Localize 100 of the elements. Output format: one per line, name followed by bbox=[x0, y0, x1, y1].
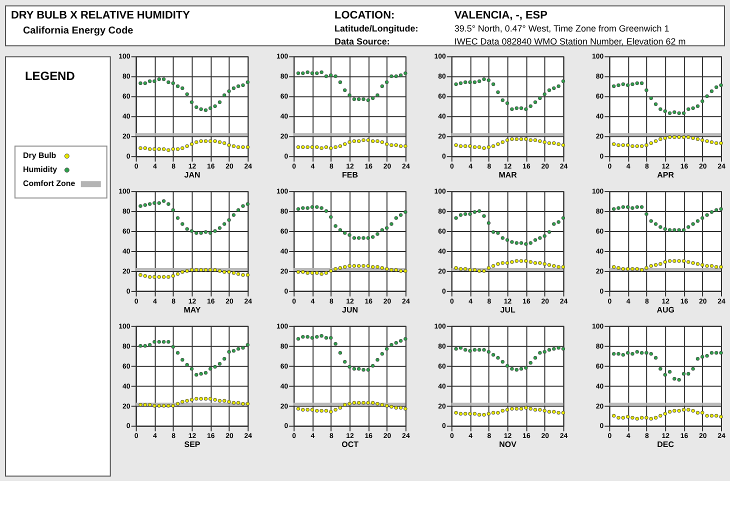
point bbox=[232, 348, 236, 353]
point bbox=[514, 406, 519, 411]
point bbox=[482, 269, 486, 273]
point bbox=[691, 136, 695, 140]
point bbox=[370, 265, 375, 269]
point bbox=[468, 212, 472, 216]
point bbox=[533, 408, 538, 412]
point bbox=[486, 266, 491, 270]
point bbox=[222, 356, 226, 361]
point bbox=[194, 372, 198, 377]
point bbox=[138, 344, 142, 348]
point bbox=[296, 145, 300, 150]
point bbox=[246, 145, 250, 150]
x-axis-title: AUG bbox=[656, 305, 674, 314]
point bbox=[232, 271, 236, 275]
point bbox=[338, 144, 342, 148]
point bbox=[468, 80, 472, 84]
point bbox=[528, 104, 533, 108]
point bbox=[486, 350, 491, 354]
point bbox=[380, 140, 384, 144]
point bbox=[222, 141, 226, 146]
point bbox=[556, 410, 560, 415]
point bbox=[180, 400, 184, 404]
point bbox=[232, 400, 236, 405]
point bbox=[306, 271, 310, 275]
point bbox=[663, 412, 667, 416]
point bbox=[348, 233, 352, 237]
point bbox=[185, 269, 189, 273]
point bbox=[176, 84, 180, 88]
point bbox=[528, 360, 533, 365]
point bbox=[190, 229, 194, 233]
point bbox=[394, 216, 398, 220]
point bbox=[626, 205, 630, 209]
point bbox=[320, 70, 324, 74]
point bbox=[691, 222, 695, 226]
point bbox=[663, 109, 667, 114]
point bbox=[663, 260, 667, 264]
point bbox=[213, 229, 217, 233]
point bbox=[190, 366, 194, 371]
point bbox=[176, 216, 180, 220]
point bbox=[547, 230, 552, 234]
point bbox=[644, 88, 648, 92]
point bbox=[491, 264, 496, 268]
point bbox=[380, 84, 384, 88]
point bbox=[561, 410, 566, 415]
point bbox=[496, 410, 500, 415]
point bbox=[705, 94, 709, 98]
point bbox=[390, 404, 394, 409]
point bbox=[644, 416, 648, 420]
point bbox=[208, 268, 212, 272]
point bbox=[616, 416, 620, 420]
point bbox=[616, 266, 620, 270]
point bbox=[663, 136, 667, 140]
point bbox=[306, 334, 310, 339]
point bbox=[166, 340, 170, 344]
point bbox=[199, 268, 203, 272]
point bbox=[621, 205, 626, 209]
point bbox=[218, 398, 222, 403]
point bbox=[328, 215, 333, 219]
point bbox=[552, 410, 556, 414]
point bbox=[352, 366, 356, 371]
point bbox=[157, 77, 162, 82]
point bbox=[612, 84, 616, 88]
point bbox=[366, 236, 370, 240]
x-axis-title: JUL bbox=[500, 305, 516, 314]
point bbox=[152, 340, 156, 344]
point bbox=[700, 138, 704, 142]
point bbox=[556, 346, 560, 350]
point bbox=[454, 216, 458, 220]
point bbox=[362, 138, 366, 142]
point bbox=[710, 89, 714, 94]
point bbox=[404, 144, 408, 148]
point bbox=[328, 336, 333, 340]
point bbox=[366, 264, 370, 268]
point bbox=[672, 228, 676, 232]
source-note: Data Source: bbox=[334, 36, 390, 46]
point bbox=[384, 346, 389, 351]
point bbox=[314, 408, 319, 413]
text: IWEC Data 082840 WMO Station Number, Elevation 62 m bbox=[454, 36, 686, 46]
point bbox=[696, 137, 700, 142]
point bbox=[176, 350, 180, 355]
point bbox=[686, 225, 690, 229]
point bbox=[334, 145, 338, 150]
point bbox=[306, 145, 310, 150]
point bbox=[352, 236, 356, 240]
point bbox=[630, 416, 634, 420]
point bbox=[496, 356, 500, 360]
point bbox=[204, 396, 208, 401]
point bbox=[338, 266, 342, 270]
point bbox=[621, 416, 626, 420]
point bbox=[218, 100, 222, 104]
point bbox=[157, 275, 162, 279]
point bbox=[505, 238, 510, 242]
point bbox=[635, 81, 640, 86]
point bbox=[342, 88, 347, 92]
point bbox=[314, 145, 319, 150]
point bbox=[143, 146, 148, 150]
point bbox=[458, 267, 463, 271]
point bbox=[390, 268, 394, 272]
point bbox=[696, 104, 700, 108]
